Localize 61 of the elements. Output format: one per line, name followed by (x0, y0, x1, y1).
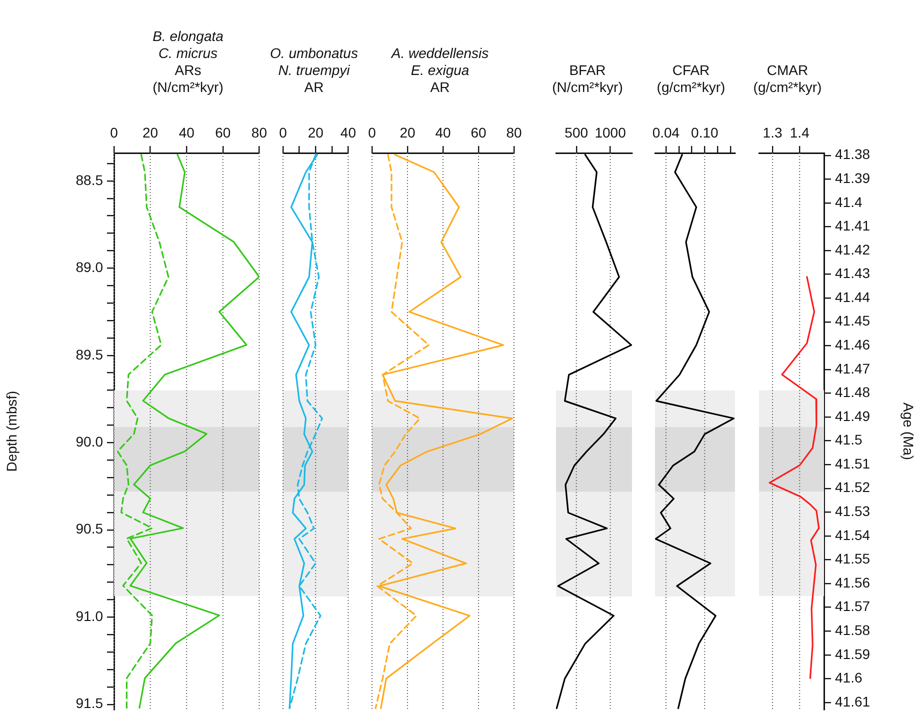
x-tick-label: 40 (435, 124, 451, 140)
y2-tick-label: 41.61 (835, 693, 870, 710)
y-tick-label: 89.0 (76, 259, 104, 276)
x-tick-label: 60 (215, 124, 231, 140)
y2-tick-label: 41.4 (835, 194, 862, 210)
y2-tick-label: 41.5 (835, 432, 862, 448)
y2-tick-label: 41.59 (835, 646, 870, 662)
x-axis-title: CFAR (g/cm²*kyr) (656, 62, 726, 95)
x-axis-title: BFAR (N/cm²*kyr) (552, 62, 623, 95)
y2-tick-label: 41.54 (835, 526, 870, 543)
y2-tick-label: 41.41 (835, 218, 870, 234)
x-axis-title: CMAR (g/cm²*kyr) (753, 62, 822, 95)
y-tick-label: 90.0 (76, 434, 104, 450)
x-tick-label: 500 (564, 124, 588, 140)
chart-title: B. elongata C. micrus (152, 28, 224, 61)
y2-tick-label: 41.48 (835, 384, 870, 400)
x-axis-title: ARs (N/cm²*kyr) (152, 62, 224, 95)
y2-tick-label: 41.58 (835, 622, 870, 638)
x-tick-label: 1.3 (762, 124, 782, 140)
y2-tick-label: 41.47 (835, 360, 870, 376)
y-tick-label: 90.5 (76, 520, 104, 537)
y-tick-label: 89.5 (76, 346, 104, 362)
y2-tick-label: 41.46 (835, 336, 870, 353)
x-tick-label: 20 (308, 124, 324, 140)
y2-tick-label: 41.45 (835, 312, 870, 329)
x-tick-label: 0 (279, 124, 288, 140)
y2-tick-label: 41.56 (835, 574, 870, 590)
y-tick-label: 88.5 (76, 172, 104, 188)
y2-tick-label: 41.44 (835, 288, 870, 305)
x-tick-label: 1000 (594, 124, 626, 140)
chart-title: O. umbonatus N. truempyi (269, 45, 359, 79)
y2-axis-title: Age (Ma) (900, 402, 917, 460)
y2-tick-label: 41.52 (835, 479, 870, 496)
x-tick-label: 60 (470, 124, 486, 140)
x-tick-label: 0.04 (652, 124, 680, 140)
y2-tick-label: 41.43 (835, 265, 870, 282)
y2-tick-label: 41.55 (835, 550, 870, 567)
y-axis-title: Depth (mbsf) (3, 390, 20, 472)
x-tick-label: 20 (400, 124, 416, 140)
y2-tick-label: 41.51 (835, 455, 870, 472)
y-tick-label: 91.5 (76, 695, 104, 712)
y2-tick-label: 41.39 (835, 170, 870, 186)
x-tick-label: 0 (368, 124, 376, 140)
x-tick-label: 1.4 (790, 124, 810, 140)
x-axis-title: AR (429, 79, 451, 96)
chart-title: A. weddellensis E. exigua (391, 45, 489, 78)
x-tick-label: 40 (178, 124, 195, 140)
y2-tick-label: 41.57 (835, 598, 870, 614)
x-tick-label: 0.10 (691, 124, 719, 140)
x-tick-label: 0 (110, 124, 118, 140)
x-axis-title: AR (303, 79, 325, 96)
x-tick-label: 20 (142, 124, 158, 140)
y-tick-label: 91.0 (76, 608, 104, 624)
y2-tick-label: 41.49 (835, 408, 870, 424)
x-tick-label: 80 (251, 124, 268, 140)
y2-tick-label: 41.38 (835, 146, 870, 162)
y2-tick-label: 41.6 (835, 670, 862, 686)
y2-tick-label: 41.53 (835, 503, 870, 520)
x-tick-label: 80 (506, 124, 522, 140)
y2-tick-label: 41.42 (835, 241, 870, 258)
x-tick-label: 40 (340, 124, 356, 140)
